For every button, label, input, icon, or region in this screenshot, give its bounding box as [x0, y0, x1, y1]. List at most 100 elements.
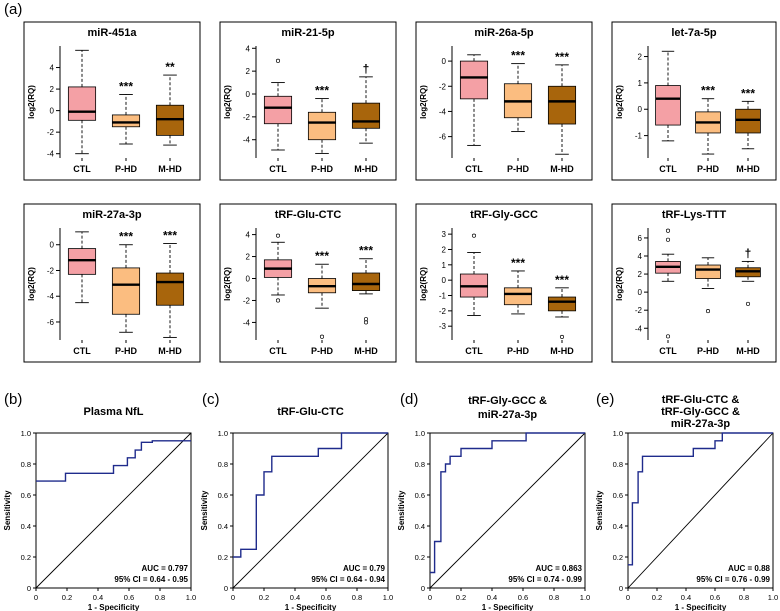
- outlier-point: [665, 237, 671, 242]
- y-tick-label: -2: [243, 296, 251, 305]
- y-axis-label: Sensitivity: [397, 490, 406, 531]
- y-tick-label: 0: [50, 107, 55, 116]
- x-tick-label: 0: [34, 593, 38, 602]
- x-tick-label: 1.0: [580, 593, 590, 602]
- box-ctl: CTL: [459, 233, 489, 356]
- chart-title: tRF-Lys-TTT: [662, 209, 727, 221]
- outlier-point: [559, 334, 565, 339]
- outlier-point: [471, 233, 477, 238]
- y-tick-label: 2: [246, 253, 251, 262]
- y-tick-label: 4: [50, 64, 55, 73]
- outlier-point: [319, 334, 325, 339]
- chart-title: tRF-Gly-GCC: [470, 209, 538, 221]
- y-tick-label: -2: [47, 266, 55, 275]
- significance-label: †: [745, 246, 752, 260]
- box-m-hd: † M-HD: [735, 246, 761, 356]
- significance-label: ***: [359, 244, 373, 258]
- x-tick-label: CTL: [269, 164, 287, 174]
- y-tick-label: 2: [442, 245, 447, 254]
- box-p-hd: *** P-HD: [695, 84, 721, 174]
- x-tick-label: M-HD: [158, 346, 182, 356]
- x-tick-label: 0.8: [352, 593, 362, 602]
- significance-label: ***: [701, 84, 715, 98]
- x-tick-label: 0: [231, 593, 235, 602]
- plot-frame: [219, 21, 397, 181]
- y-tick-label: 0.6: [415, 491, 425, 500]
- box-m-hd: † M-HD: [351, 62, 381, 174]
- y-tick-label: 0: [246, 90, 251, 99]
- roc-title: miR-27a-3p: [478, 409, 538, 421]
- x-tick-label: 0: [428, 593, 432, 602]
- y-tick-label: -2: [47, 128, 55, 137]
- y-tick-label: 0: [619, 584, 623, 593]
- y-tick-label: 0.8: [613, 460, 623, 469]
- x-axis-label: 1 - Specificity: [675, 603, 727, 611]
- boxplot-2: miR-26a-5p -6 -4 -2 0 log2(RQ) CTL *** P-HD *** M-…: [415, 21, 593, 181]
- y-tick-label: 0.2: [415, 553, 425, 562]
- y-tick-label: 0.6: [21, 491, 31, 500]
- box-p-hd: *** P-HD: [111, 230, 141, 356]
- significance-label: **: [165, 60, 175, 74]
- x-tick-label: 0.2: [259, 593, 269, 602]
- significance-label: ***: [511, 256, 525, 270]
- box-iqr: [459, 60, 489, 100]
- y-tick-label: -1: [635, 132, 643, 141]
- significance-label: ***: [119, 79, 133, 93]
- auc-value: AUC = 0.88: [728, 564, 771, 573]
- y-axis-label: Sensitivity: [200, 490, 209, 531]
- x-tick-label: M-HD: [354, 164, 378, 174]
- y-tick-label: 4: [246, 44, 251, 53]
- y-axis-label: log2(RQ): [615, 267, 624, 301]
- chart-title: tRF-Glu-CTC: [275, 209, 342, 221]
- box-m-hd: ** M-HD: [155, 60, 185, 174]
- y-tick-label: 0.2: [613, 553, 623, 562]
- box-iqr: [155, 272, 185, 306]
- boxplot-1: miR-21-5p -4 -2 0 2 4 log2(RQ) CTL *** P-HD † M-HD: [219, 21, 397, 181]
- boxplot-7: tRF-Lys-TTT -4 -2 0 2 4 6 log2(RQ) CTL P-HD † M-HD: [611, 203, 777, 363]
- significance-label: ***: [555, 50, 569, 64]
- box-ctl: CTL: [67, 231, 97, 356]
- y-tick-label: 0: [442, 276, 447, 285]
- x-tick-label: P-HD: [507, 346, 529, 356]
- chart-title: miR-27a-3p: [82, 209, 142, 221]
- y-tick-label: -4: [635, 324, 643, 333]
- y-tick-label: 0.4: [415, 522, 425, 531]
- y-tick-label: 0.4: [613, 522, 623, 531]
- x-tick-label: P-HD: [507, 164, 529, 174]
- y-tick-label: 0: [27, 584, 31, 593]
- significance-label: †: [363, 62, 370, 76]
- roc-title: miR-27a-3p: [671, 418, 731, 430]
- x-axis-label: 1 - Specificity: [482, 603, 534, 611]
- x-axis-label: 1 - Specificity: [285, 603, 337, 611]
- auc-value: AUC = 0.863: [536, 564, 583, 573]
- y-tick-label: -4: [47, 292, 55, 301]
- x-tick-label: 0.4: [681, 593, 691, 602]
- plot-frame: [611, 21, 777, 181]
- significance-label: ***: [119, 230, 133, 244]
- box-iqr: [263, 95, 293, 125]
- x-tick-label: CTL: [465, 164, 483, 174]
- y-tick-label: 0: [246, 275, 251, 284]
- x-tick-label: M-HD: [736, 164, 760, 174]
- x-tick-label: 0.6: [710, 593, 720, 602]
- boxplot-3: let-7a-5p -1 0 1 2 log2(RQ) CTL *** P-HD *** M-HD: [611, 21, 777, 181]
- y-tick-label: -4: [243, 318, 251, 327]
- y-tick-label: 1: [638, 79, 643, 88]
- y-axis-label: log2(RQ): [419, 85, 428, 119]
- x-tick-label: CTL: [269, 346, 287, 356]
- panel-label-d: (d): [400, 391, 418, 408]
- y-tick-label: 0: [638, 105, 643, 114]
- plot-frame: [23, 21, 201, 181]
- x-tick-label: P-HD: [697, 346, 719, 356]
- y-tick-label: -2: [243, 113, 251, 122]
- roc-chart-0: Plasma NfL 00 0.2 0.2 0.4 0.4 0.6 0.6 0.8 0.8 1.0 1…: [3, 406, 196, 611]
- box-iqr: [735, 108, 761, 134]
- x-tick-label: CTL: [465, 346, 483, 356]
- box-iqr: [351, 272, 381, 291]
- roc-chart-2: tRF-Gly-GCC & miR-27a-3p 00 0.2 0.2 0.4 0.4 0.6…: [397, 395, 590, 611]
- box-iqr: [111, 114, 141, 128]
- y-axis-label: log2(RQ): [27, 85, 36, 119]
- y-axis-label: Sensitivity: [3, 490, 12, 531]
- x-tick-label: P-HD: [697, 164, 719, 174]
